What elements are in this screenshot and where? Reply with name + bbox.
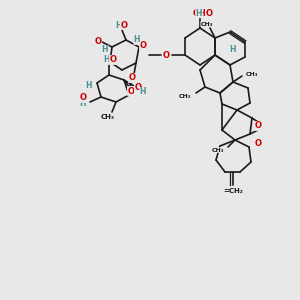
Text: O: O <box>163 50 170 59</box>
Text: O: O <box>80 94 86 103</box>
Text: H: H <box>80 100 86 109</box>
Text: O: O <box>254 122 262 130</box>
Text: H: H <box>102 46 108 55</box>
Text: O: O <box>128 74 136 82</box>
Text: O: O <box>140 41 146 50</box>
Text: O: O <box>110 56 116 64</box>
Text: H: H <box>85 80 91 89</box>
Text: CH₃: CH₃ <box>246 71 259 76</box>
Text: H: H <box>103 56 109 64</box>
Text: OH: OH <box>193 8 207 17</box>
Text: O: O <box>128 86 134 95</box>
Text: O: O <box>206 10 212 19</box>
Text: CH₃: CH₃ <box>201 22 213 26</box>
Text: CH₃: CH₃ <box>178 94 191 98</box>
Text: =CH₂: =CH₂ <box>223 188 243 194</box>
Text: O: O <box>134 83 142 92</box>
Text: CH₃: CH₃ <box>212 148 224 152</box>
Text: H: H <box>115 20 121 29</box>
Text: CH₃: CH₃ <box>101 114 115 120</box>
Text: O: O <box>94 38 101 46</box>
Text: O: O <box>121 20 128 29</box>
Text: H: H <box>140 88 146 97</box>
Text: H: H <box>196 8 202 17</box>
Text: O: O <box>254 140 262 148</box>
Text: H: H <box>229 46 235 55</box>
Text: H: H <box>134 35 140 44</box>
